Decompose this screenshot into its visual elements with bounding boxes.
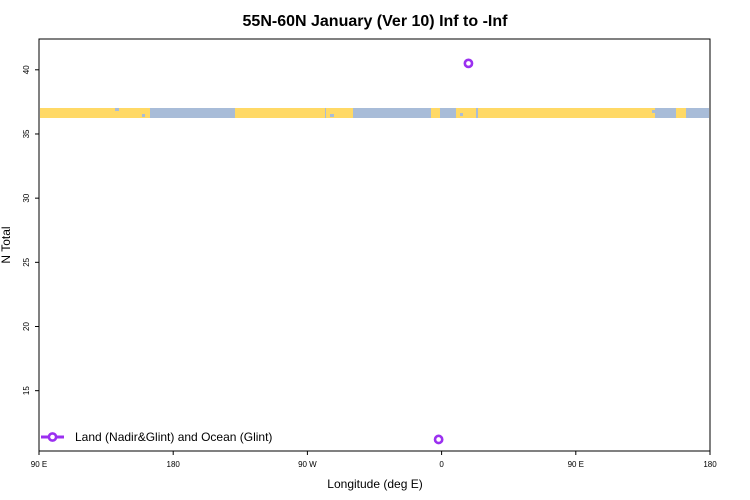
legend: Land (Nadir&Glint) and Ocean (Glint) — [41, 430, 272, 444]
ocean-band — [40, 108, 709, 118]
land-ocean-map-strip — [40, 108, 709, 118]
land-segment — [478, 108, 655, 118]
y-tick-label: 30 — [22, 193, 31, 202]
plot-area-frame — [38, 38, 711, 452]
land-segment — [431, 108, 440, 118]
x-axis-label: Longitude (deg E) — [327, 477, 422, 491]
coast-notch — [652, 110, 656, 113]
land-segment — [136, 108, 150, 118]
data-points — [433, 58, 474, 445]
x-tick-label: 180 — [167, 460, 181, 469]
data-point — [433, 434, 444, 445]
x-axis: 90 E 180 90 W 0 90 E 180 — [31, 451, 717, 469]
chart-title: 55N-60N January (Ver 10) Inf to -Inf — [243, 13, 509, 30]
y-tick-label: 40 — [22, 65, 31, 74]
x-tick-label: 90 E — [568, 460, 584, 469]
legend-label: Land (Nadir&Glint) and Ocean (Glint) — [75, 430, 272, 444]
x-tick-label: 90 E — [31, 460, 47, 469]
land-segment — [676, 108, 686, 118]
x-tick-label: 180 — [703, 460, 717, 469]
coast-notch — [460, 113, 463, 116]
coast-notch — [330, 114, 334, 117]
y-axis: 15 20 25 30 35 40 — [22, 65, 39, 395]
y-tick-label: 25 — [22, 257, 31, 266]
coast-notch — [142, 114, 145, 117]
coast-notch — [210, 111, 213, 114]
land-segment — [108, 108, 146, 118]
x-tick-label: 0 — [439, 460, 444, 469]
legend-marker-icon — [47, 432, 58, 442]
data-point — [463, 58, 474, 69]
land-segment — [326, 108, 353, 118]
y-axis-label: N Total — [0, 226, 13, 263]
land-segment — [40, 108, 108, 118]
land-segment — [456, 108, 476, 118]
land-segment — [235, 108, 325, 118]
x-tick-label: 90 W — [298, 460, 317, 469]
coast-notch — [115, 108, 119, 111]
y-tick-label: 35 — [22, 129, 31, 138]
y-tick-label: 20 — [22, 322, 31, 331]
y-tick-label: 15 — [22, 386, 31, 395]
